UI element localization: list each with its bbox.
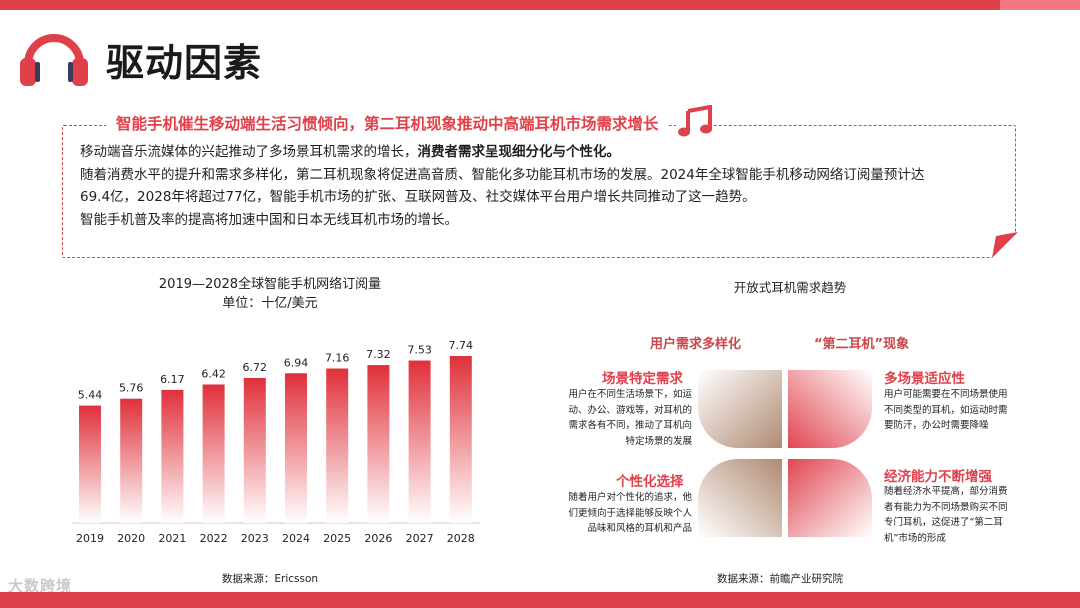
data-label-2022: 6.42 [201, 367, 226, 380]
top-accent-bar [0, 0, 1080, 10]
multi-scene-text: 用户可能需要在不同场景使用 不同类型的耳机，如运动时需 要防汗，办公时需要降噪 [884, 389, 1008, 431]
data-label-2019: 5.44 [78, 389, 103, 402]
petal-bottom-right [788, 459, 872, 537]
bar-2028 [449, 356, 472, 523]
chart-title: 2019—2028全球智能手机网络订阅量 [158, 277, 382, 292]
personal-choice-text: 随着用户对个性化的追求，他 们更倾向于选择能够反映个人 品味和风格的耳机和产品 [568, 492, 692, 534]
petal-top-left [698, 370, 782, 448]
tick-label-2023: 2023 [241, 532, 269, 545]
data-label-2027: 7.53 [407, 344, 432, 357]
music-note-icon [676, 105, 714, 139]
data-label-2021: 6.17 [160, 373, 185, 386]
bar-2020 [120, 398, 143, 523]
bar-2026 [367, 365, 390, 523]
tick-label-2021: 2021 [158, 532, 186, 545]
bar-2019 [79, 405, 101, 523]
intro-text: 移动端音乐流媒体的兴起推动了多场景耳机需求的增长，消费者需求呈现细分化与个性化。… [80, 141, 1010, 231]
petal-bottom-left [698, 459, 782, 537]
watermark-logo: 大数跨境 [8, 577, 73, 595]
data-label-2024: 6.94 [284, 356, 309, 369]
bar-2027 [408, 360, 431, 523]
tick-label-2027: 2027 [406, 532, 434, 545]
bar-2023 [243, 378, 266, 523]
trends-source: 数据来源：前瞻产业研究院 [717, 573, 843, 585]
data-label-2026: 7.32 [366, 348, 391, 361]
tick-label-2022: 2022 [200, 532, 228, 545]
scene-demand-text: 用户在不同生活场景下，如运 动、办公、游戏等，对耳机的 需求各有不同，推动了耳机… [568, 389, 692, 447]
economy-text: 随着经济水平提高，部分消费 者有能力为不同场景购买不同 专门耳机，这促进了“第二… [884, 486, 1008, 544]
data-label-2028: 7.74 [449, 339, 474, 352]
data-label-2023: 6.72 [243, 361, 267, 374]
data-label-2025: 7.16 [325, 352, 350, 365]
intro-line-4: 智能手机普及率的提高将加速中国和日本无线耳机市场的增长。 [80, 211, 458, 228]
intro-line-2: 随着消费水平的提升和需求多样化，第二耳机现象将促进高音质、智能化多功能耳机市场的… [80, 166, 925, 183]
data-label-2020: 5.76 [119, 382, 144, 395]
bar-chart: 5.44 2019 5.76 2020 6.17 2021 6.42 2022 6.72 2023… [72, 339, 480, 545]
group-label-diversified: 用户需求多样化 [650, 337, 742, 352]
page-title: 驱动因素 [106, 41, 263, 85]
scene-demand-title: 场景特定需求 [602, 371, 683, 387]
intro-heading: 智能手机催生移动端生活习惯倾向，第二耳机现象推动中高端耳机市场需求增长 [106, 112, 669, 134]
intro-line-1: 移动端音乐流媒体的兴起推动了多场景耳机需求的增长，消费者需求呈现细分化与个性化。 [80, 144, 620, 160]
chart-title-block: 2019—2028全球智能手机网络订阅量 单位：十亿/美元 [80, 275, 460, 313]
group-label-second-earphone: “第二耳机”现象 [814, 337, 910, 352]
personal-choice-title: 个性化选择 [616, 474, 684, 490]
corner-fold-icon [992, 232, 1018, 258]
petal-top-right [788, 370, 872, 448]
headphones-icon [20, 34, 88, 86]
tick-label-2019: 2019 [76, 532, 104, 545]
economy-title: 经济能力不断增强 [884, 469, 992, 485]
tick-label-2020: 2020 [117, 532, 145, 545]
tick-label-2025: 2025 [323, 532, 351, 545]
bottom-accent-bar [0, 592, 1080, 608]
intro-line-3: 69.4亿，2028年将超过77亿，智能手机市场的扩张、互联网普及、社交媒体平台… [80, 189, 756, 205]
chart-source: 数据来源：Ericsson [221, 573, 319, 585]
chart-subtitle: 单位：十亿/美元 [222, 296, 318, 311]
tick-label-2024: 2024 [282, 532, 310, 545]
bar-2024 [285, 373, 307, 523]
bar-2022 [202, 384, 225, 523]
trends-title: 开放式耳机需求趋势 [733, 280, 847, 295]
bar-2025 [326, 368, 349, 523]
multi-scene-title: 多场景适应性 [884, 371, 965, 387]
tick-label-2026: 2026 [364, 532, 392, 545]
tick-label-2028: 2028 [447, 532, 475, 545]
bar-2021 [161, 389, 184, 523]
